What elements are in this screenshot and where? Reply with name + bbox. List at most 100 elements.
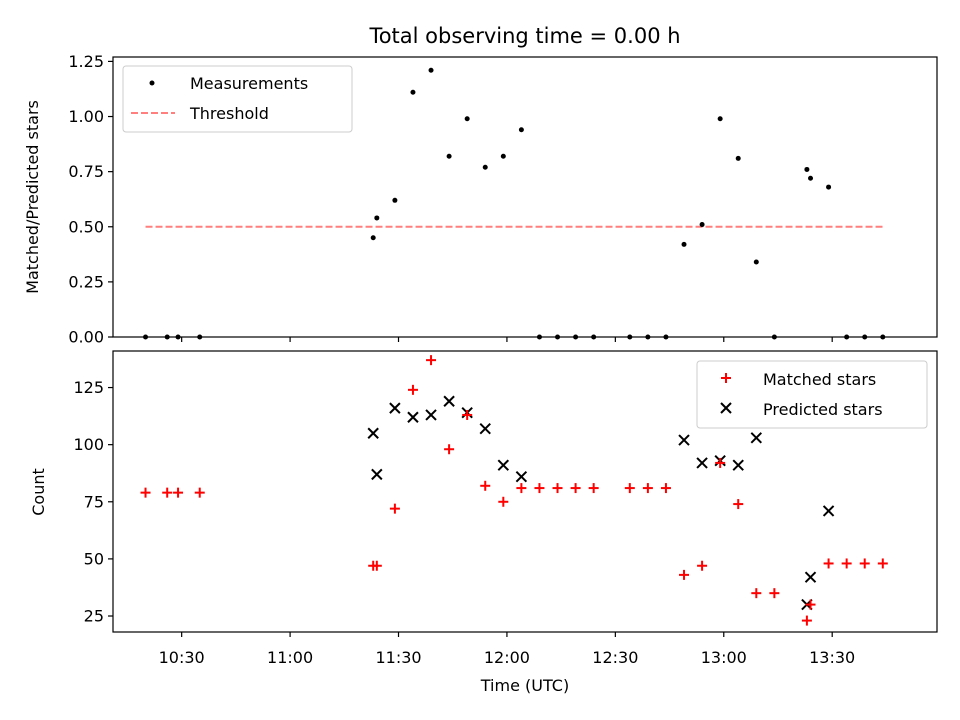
matched-star-point bbox=[570, 483, 581, 494]
predicted-star-point bbox=[389, 402, 401, 414]
predicted-star-point bbox=[425, 409, 437, 421]
bottom-y-tick-label: 100 bbox=[73, 435, 104, 454]
measurement-point bbox=[482, 164, 488, 170]
measurement-point bbox=[518, 127, 524, 133]
measurement-point bbox=[826, 184, 832, 190]
matched-star-point bbox=[679, 569, 690, 580]
matched-star-point bbox=[534, 483, 545, 494]
bottom-y-axis: 25 50 75 100 125 bbox=[73, 378, 113, 626]
matched-star-point bbox=[715, 457, 726, 468]
predicted-star-point bbox=[515, 470, 528, 483]
legend-predicted-marker bbox=[720, 402, 732, 414]
matched-star-point bbox=[859, 558, 870, 569]
matched-star-point bbox=[697, 560, 708, 571]
measurement-point bbox=[464, 116, 470, 122]
measurement-point bbox=[500, 153, 506, 159]
legend-measurements-label: Measurements bbox=[190, 74, 308, 93]
measurement-point bbox=[428, 67, 434, 73]
measurement-point bbox=[392, 197, 398, 203]
matched-star-point bbox=[173, 487, 184, 498]
matched-star-point bbox=[823, 558, 834, 569]
top-y-axis: 0.00 0.25 0.50 0.75 1.00 1.25 bbox=[68, 52, 113, 347]
matched-star-point bbox=[407, 384, 418, 395]
top-y-axis-label: Matched/Predicted stars bbox=[23, 100, 42, 294]
matched-star-point bbox=[733, 499, 744, 510]
measurement-point bbox=[699, 222, 705, 228]
predicted-star-point bbox=[696, 457, 708, 469]
matched-star-point bbox=[162, 487, 173, 498]
matched-star-point bbox=[516, 483, 527, 494]
measurement-point bbox=[681, 241, 687, 247]
predicted-star-point bbox=[443, 395, 455, 407]
bottom-y-tick-label: 75 bbox=[84, 492, 104, 511]
top-legend: Measurements Threshold bbox=[122, 65, 353, 133]
top-x-axis bbox=[181, 337, 833, 342]
legend-matched-label: Matched stars bbox=[763, 370, 876, 389]
predicted-star-point bbox=[732, 459, 744, 471]
bottom-y-tick-label: 50 bbox=[84, 549, 104, 568]
bottom-panel: 25 50 75 100 125 10:30 11:00 11:30 12:00 12:30 13… bbox=[73, 350, 938, 667]
bottom-x-tick-label: 13:30 bbox=[809, 648, 855, 667]
measurement-point bbox=[735, 155, 741, 161]
predicted-star-point bbox=[822, 505, 835, 517]
bottom-x-tick-label: 11:30 bbox=[375, 648, 421, 667]
predicted-star-point bbox=[371, 468, 383, 481]
matched-star-point bbox=[624, 483, 635, 494]
matched-star-point bbox=[801, 615, 812, 626]
predicted-star-point bbox=[407, 411, 419, 423]
matched-star-point bbox=[444, 444, 455, 455]
bottom-x-tick-label: 13:00 bbox=[701, 648, 747, 667]
matched-star-point bbox=[660, 483, 671, 494]
matched-star-point bbox=[480, 480, 491, 491]
measurement-point bbox=[446, 153, 452, 159]
top-legend-frame bbox=[122, 65, 353, 133]
legend-measurements-marker bbox=[149, 80, 155, 86]
top-y-tick-label: 1.25 bbox=[68, 52, 104, 71]
bottom-y-tick-label: 25 bbox=[84, 607, 104, 626]
bottom-panel-frame bbox=[112, 350, 938, 633]
measurement-point bbox=[370, 235, 376, 241]
matched-star-point bbox=[588, 483, 599, 494]
matched-star-point bbox=[498, 496, 509, 507]
matched-star-point bbox=[389, 503, 400, 514]
top-y-tick-label: 0.25 bbox=[68, 272, 104, 291]
bottom-plot-area bbox=[140, 355, 888, 626]
matched-star-point bbox=[426, 355, 437, 366]
top-y-tick-label: 0.75 bbox=[68, 162, 104, 181]
predicted-star-point bbox=[479, 422, 491, 435]
top-panel: 0.00 0.25 0.50 0.75 1.00 1.25 bbox=[68, 52, 938, 347]
bottom-x-tick-label: 10:30 bbox=[159, 648, 205, 667]
bottom-x-axis-label: Time (UTC) bbox=[480, 676, 569, 695]
matched-star-point bbox=[642, 483, 653, 494]
chart-title: Total observing time = 0.00 h bbox=[368, 24, 680, 48]
top-panel-frame bbox=[112, 56, 938, 338]
measurement-point bbox=[808, 175, 814, 181]
predicted-star-point bbox=[750, 432, 763, 444]
matched-star-point bbox=[552, 483, 563, 494]
measurement-point bbox=[753, 259, 759, 265]
matched-star-point bbox=[371, 560, 382, 571]
measurement-point bbox=[717, 116, 723, 122]
top-y-tick-label: 0.50 bbox=[68, 217, 104, 236]
predicted-star-point bbox=[367, 427, 379, 439]
bottom-y-tick-label: 125 bbox=[73, 378, 104, 397]
top-y-tick-label: 1.00 bbox=[68, 107, 104, 126]
bottom-y-axis-label: Count bbox=[29, 468, 48, 516]
legend-matched-marker bbox=[721, 373, 731, 383]
bottom-x-tick-label: 12:30 bbox=[592, 648, 638, 667]
predicted-star-point bbox=[678, 434, 690, 446]
matched-star-point bbox=[877, 558, 888, 569]
matched-star-point bbox=[769, 588, 780, 599]
bottom-x-axis: 10:30 11:00 11:30 12:00 12:30 13:00 13:30 bbox=[159, 632, 855, 667]
matched-star-point bbox=[805, 599, 816, 610]
matched-star-point bbox=[140, 487, 151, 498]
top-y-tick-label: 0.00 bbox=[68, 328, 104, 347]
matched-star-point bbox=[841, 558, 852, 569]
bottom-legend: Matched stars Predicted stars bbox=[696, 360, 928, 429]
matched-star-point bbox=[194, 487, 205, 498]
legend-predicted-label: Predicted stars bbox=[763, 400, 883, 419]
measurement-point bbox=[410, 89, 416, 95]
bottom-x-tick-label: 12:00 bbox=[484, 648, 530, 667]
matched-star-point bbox=[751, 588, 762, 599]
